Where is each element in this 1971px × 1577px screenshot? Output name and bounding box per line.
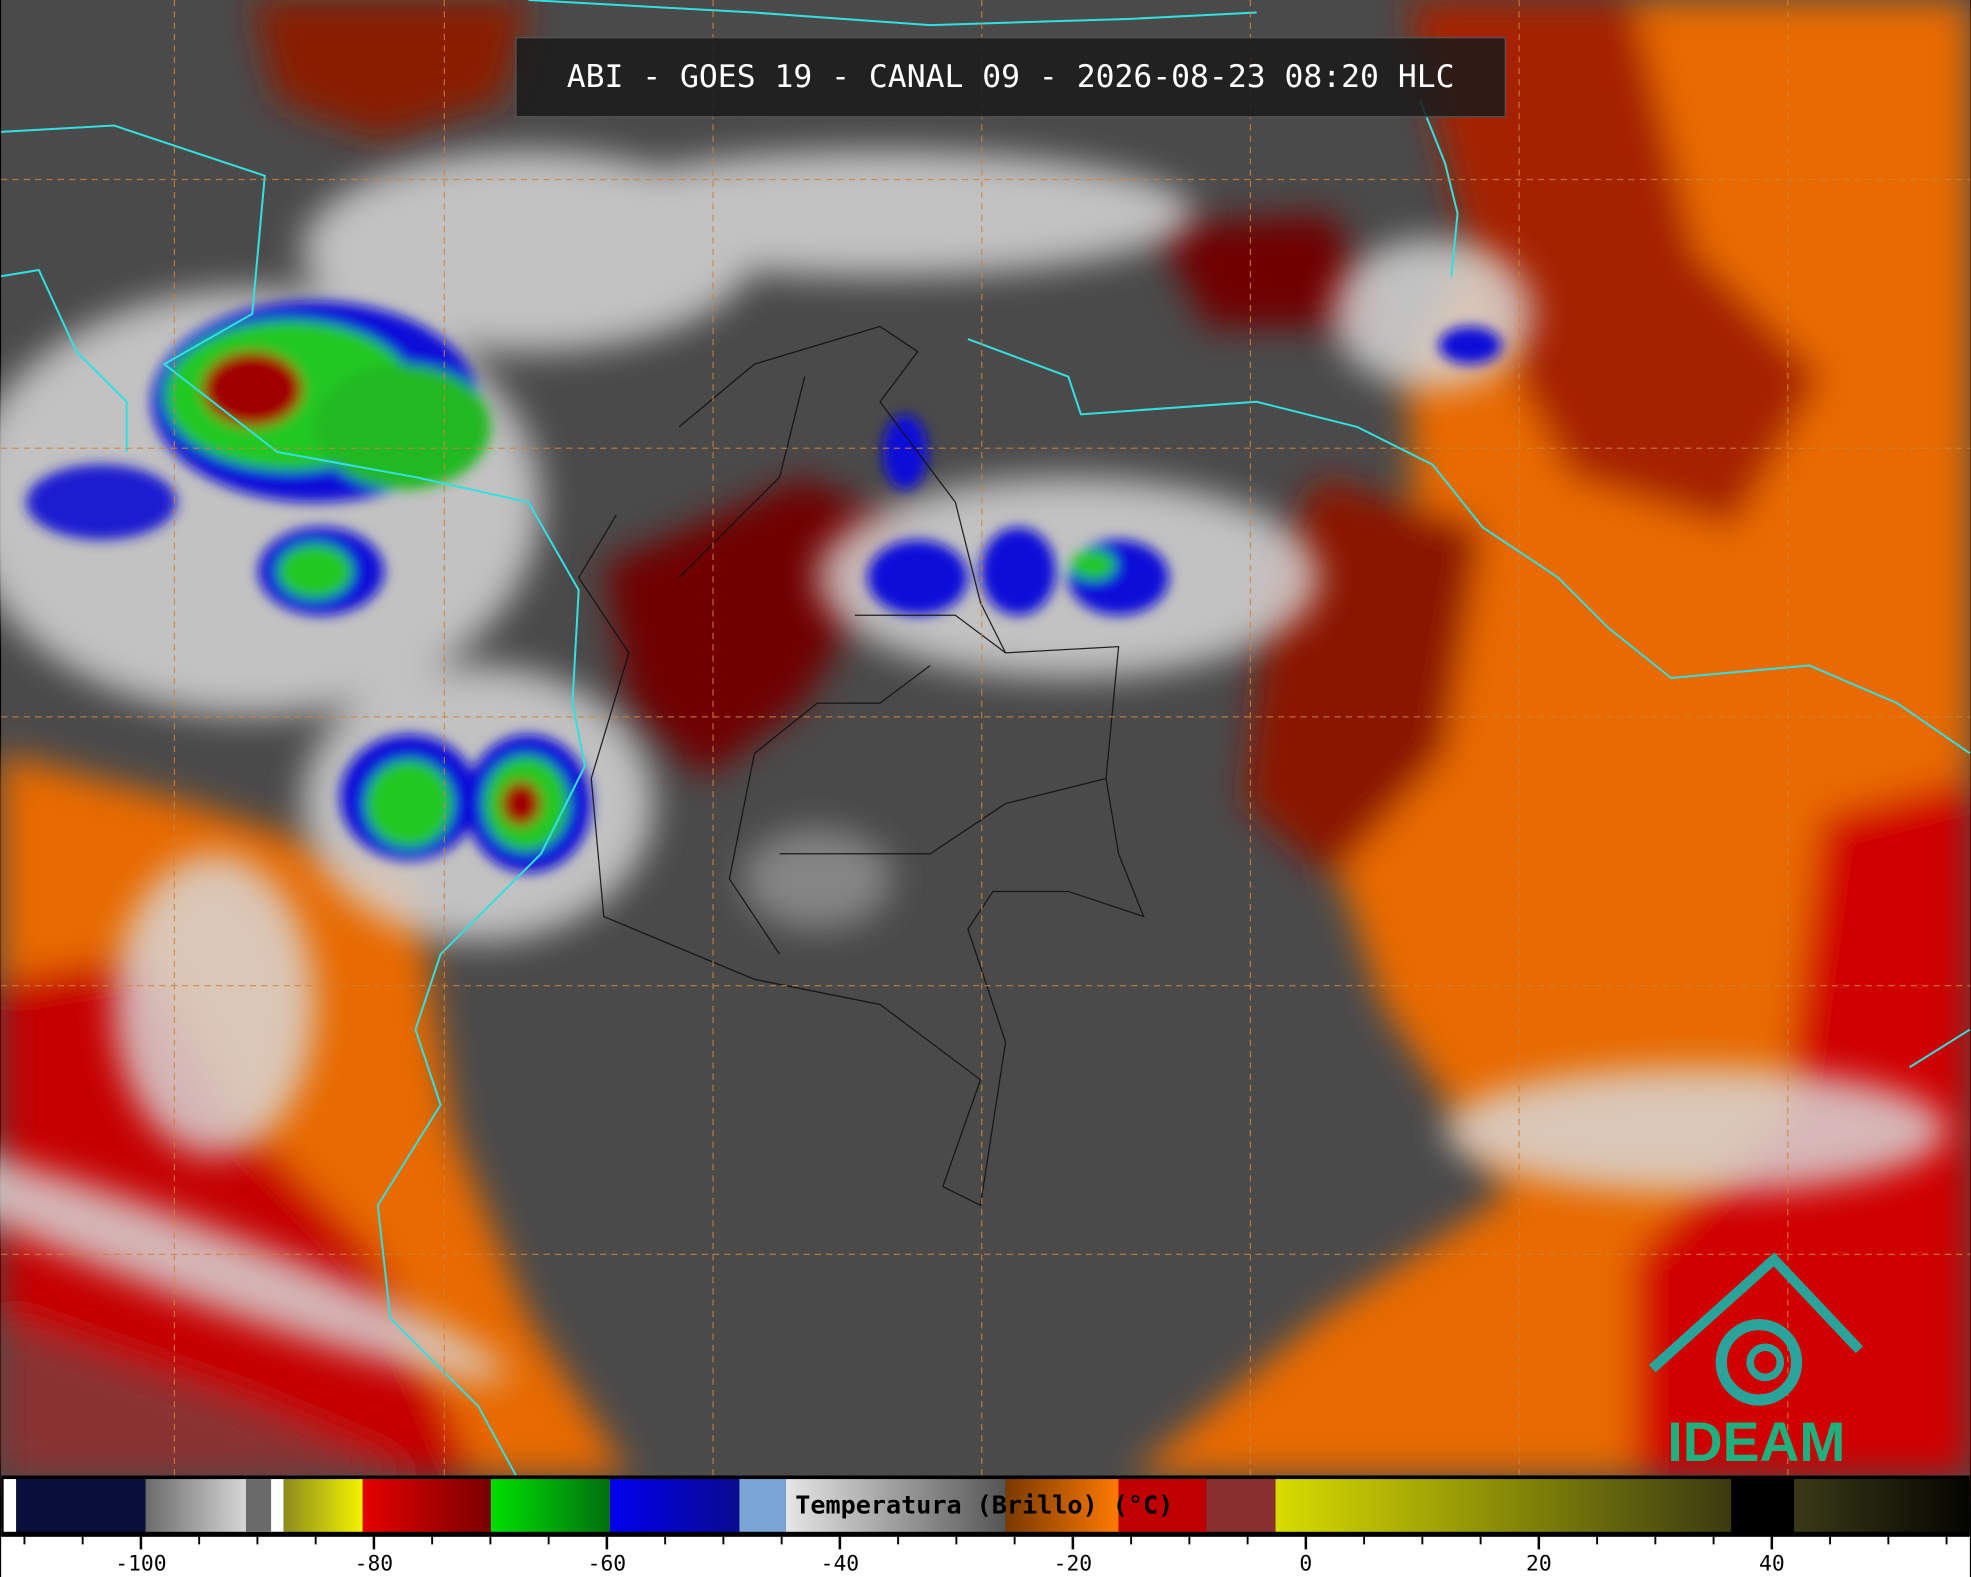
- imagery-part-part: [678, 376, 806, 579]
- imagery-part-part: [1332, 238, 1533, 390]
- logo-part: [1746, 1343, 1785, 1382]
- imagery-part-part: [741, 828, 893, 930]
- imagery-part-part: [114, 853, 316, 1156]
- imagery-part-part: [1156, 213, 1383, 327]
- imagery-part: [0, 0, 1971, 1476]
- colorbar-part: [1275, 1479, 1732, 1532]
- imagery-part-part: [252, 0, 529, 139]
- colorbar-part: [283, 1479, 363, 1532]
- imagery-part-part: [26, 464, 177, 540]
- tick-label: -40: [821, 1551, 860, 1576]
- imagery-part-part: [1418, 100, 1459, 277]
- imagery-part-part: [1909, 1028, 1971, 1069]
- logo: IDEAM: [1648, 1252, 1864, 1473]
- colorbar-part: [16, 1479, 146, 1532]
- imagery-part-part: [779, 777, 1107, 855]
- imagery-part: [1, 0, 1970, 1476]
- imagery-part-part: [882, 414, 928, 490]
- colorbar-part: [1118, 1479, 1207, 1532]
- imagery-part-part: [967, 338, 1971, 755]
- colorbar-part: [610, 1479, 740, 1532]
- colorbar-part: [1731, 1479, 1795, 1532]
- imagery-part: [26, 301, 1502, 873]
- imagery-part-part: [1, 124, 587, 1476]
- logo-part: [1648, 1252, 1864, 1373]
- colorbar-part: [739, 1479, 786, 1532]
- imagery-part-part: [980, 527, 1056, 616]
- colorbar-part: [245, 1479, 272, 1532]
- imagery-part-part: [854, 614, 1006, 654]
- imagery-part-part: [315, 364, 491, 490]
- colorbar-label: Temperatura (Brillo) (°C): [795, 1491, 1173, 1520]
- imagery-part-part: [365, 759, 454, 848]
- colorbar-part: [1794, 1479, 1970, 1532]
- imagery-part-part: [500, 780, 542, 827]
- imagery-part: [577, 325, 1145, 1207]
- colorbar-part: [3, 1479, 17, 1532]
- imagery-part: [0, 150, 1948, 1381]
- tick-label: -80: [355, 1551, 394, 1576]
- imagery-part-part: [0, 268, 128, 453]
- colorbar-part: [271, 1479, 284, 1532]
- imagery-part-part: [1445, 1067, 1948, 1193]
- imagery-part-part: [754, 664, 931, 754]
- tick-label: -20: [1054, 1551, 1093, 1576]
- title: ABI - GOES 19 - CANAL 09 - 2026-08-23 08…: [567, 59, 1455, 95]
- logo-part: [1715, 1318, 1803, 1406]
- logo-text: IDEAM: [1667, 1411, 1845, 1473]
- imagery-part-part: [1438, 326, 1502, 365]
- imagery-part-part: [1, 1318, 416, 1476]
- imagery-part-part: [577, 325, 1145, 1207]
- tick-label: -60: [588, 1551, 627, 1576]
- imagery-part-part: [728, 753, 781, 955]
- imagery-part-part: [528, 0, 1257, 27]
- colorbar-part: [362, 1479, 491, 1532]
- imagery: [0, 0, 1971, 1476]
- tick-label: 20: [1526, 1551, 1552, 1576]
- colorbar: Temperatura (Brillo) (°C) -100 -80 -60 -40-…: [1, 1475, 1970, 1577]
- colorbar-part: [1005, 1479, 1119, 1532]
- tick-label: -100: [115, 1551, 166, 1576]
- imagery-part-part: [566, 150, 1194, 277]
- colorbar-part: [1206, 1479, 1276, 1532]
- title-box-part: [515, 37, 1506, 118]
- imagery-part-part: [0, 1130, 508, 1381]
- colorbar-part: [785, 1479, 1006, 1532]
- imagery-part-part: [277, 543, 353, 599]
- colorbar-part: [490, 1479, 611, 1532]
- title-box: ABI - GOES 19 - CANAL 09 - 2026-08-23 08…: [515, 37, 1506, 118]
- imagery-part-part: [867, 539, 968, 616]
- colorbar-ticks: -100 -80 -60 -40 -20 0 20 40: [23, 1536, 1948, 1576]
- tick-label: 40: [1759, 1551, 1785, 1576]
- imagery-part-part: [1070, 549, 1117, 581]
- imagery-part-part: [202, 351, 303, 427]
- tick-label: 0: [1299, 1551, 1312, 1576]
- imagery-part-part: [1407, 0, 1822, 528]
